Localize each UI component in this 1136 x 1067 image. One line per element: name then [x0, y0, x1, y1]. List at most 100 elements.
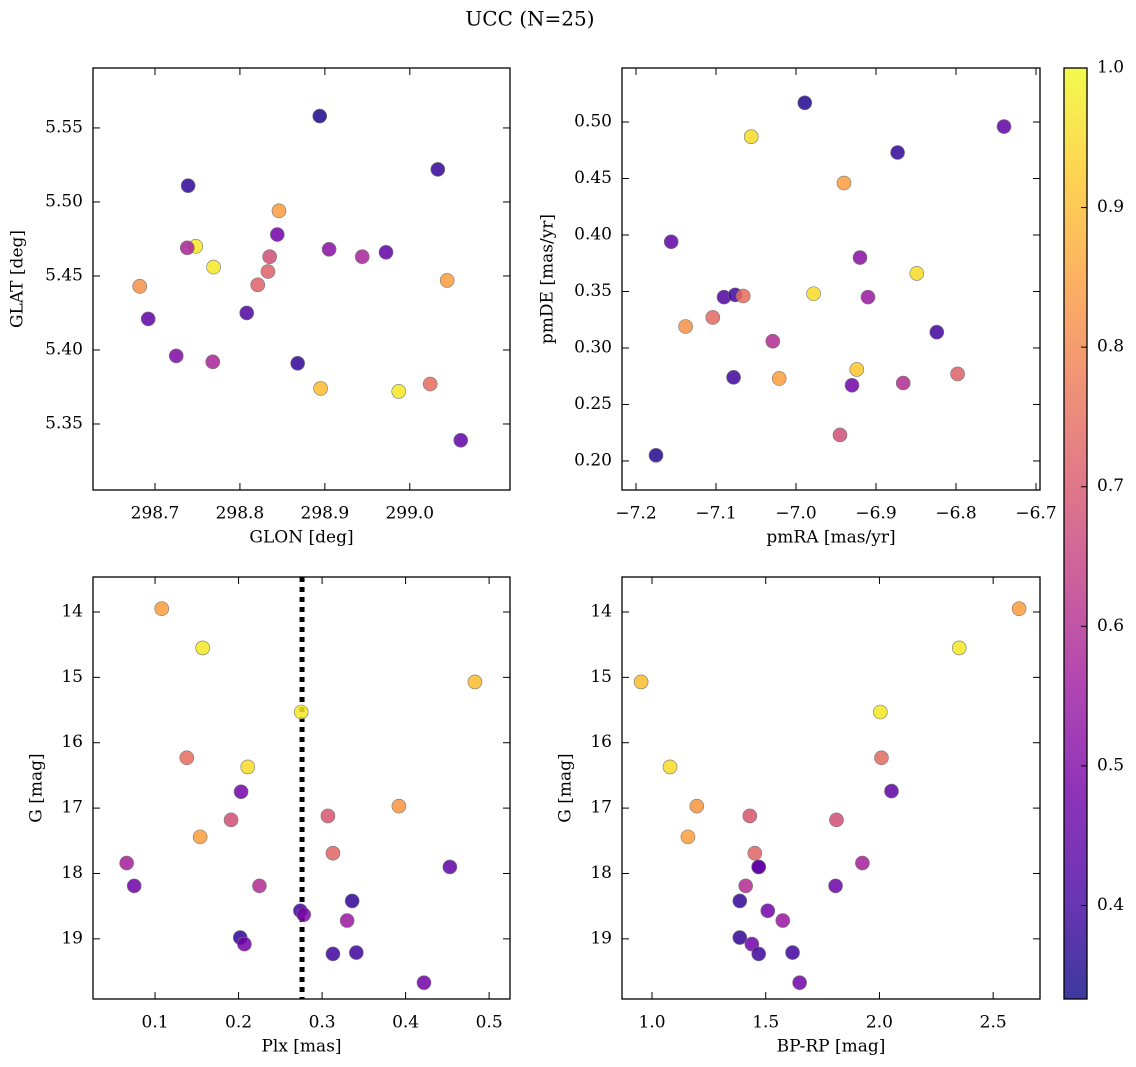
point	[689, 798, 705, 814]
point	[320, 808, 336, 824]
point	[416, 975, 432, 990]
y-tick-label: 16	[61, 732, 83, 752]
point	[252, 878, 267, 894]
point	[223, 812, 239, 828]
point	[206, 259, 221, 275]
point	[732, 930, 748, 945]
colorbar-tick-label: 0.4	[1097, 895, 1124, 915]
point	[349, 945, 364, 960]
point	[792, 975, 807, 990]
point	[321, 242, 337, 257]
x-tick-label: 298.7	[131, 504, 180, 524]
x-axis-label: Plx [mas]	[261, 1037, 341, 1057]
y-tick-label: 0.30	[574, 337, 612, 357]
point	[844, 377, 860, 393]
point	[237, 936, 252, 952]
point	[742, 808, 758, 824]
point	[771, 371, 787, 386]
point	[751, 859, 766, 875]
point	[296, 907, 312, 922]
point	[250, 277, 266, 293]
point	[140, 311, 156, 327]
y-tick-label: 19	[590, 928, 612, 948]
x-tick-label: 298.8	[216, 504, 265, 524]
y-tick-label: 15	[590, 667, 612, 687]
point	[836, 175, 852, 191]
x-tick-label: −6.9	[855, 504, 896, 524]
y-tick-label: 15	[61, 667, 83, 687]
colorbar-tick-label: 0.9	[1097, 197, 1124, 217]
y-tick-label: 18	[590, 863, 612, 883]
point	[269, 227, 285, 242]
x-tick-label: 0.4	[392, 1013, 419, 1033]
point	[312, 108, 328, 124]
point	[951, 640, 967, 656]
point	[154, 601, 170, 617]
x-tick-label: −6.7	[1015, 504, 1056, 524]
point	[895, 375, 911, 391]
y-tick-label: 17	[590, 798, 612, 818]
point	[929, 324, 945, 340]
x-tick-label: −7.2	[615, 504, 656, 524]
y-tick-label: 16	[590, 732, 612, 752]
y-tick-label: 5.55	[45, 117, 83, 137]
point	[860, 289, 876, 305]
point	[751, 946, 766, 962]
point	[240, 759, 256, 775]
point	[732, 893, 748, 909]
point	[747, 845, 763, 861]
x-tick-label: 0.2	[225, 1013, 252, 1033]
y-tick-label: 18	[61, 863, 83, 883]
point	[126, 878, 142, 894]
point	[828, 878, 843, 894]
x-tick-label: 0.3	[309, 1013, 336, 1033]
point	[439, 273, 455, 288]
y-tick-label: 14	[61, 601, 83, 621]
x-tick-label: 299.0	[385, 504, 434, 524]
point	[996, 119, 1012, 134]
x-tick-label: 0.5	[476, 1013, 503, 1033]
point	[132, 279, 148, 294]
point	[705, 310, 721, 325]
colorbar-tick-label: 0.5	[1097, 755, 1124, 775]
point	[354, 249, 370, 265]
point	[391, 798, 407, 814]
y-tick-label: 14	[590, 601, 612, 621]
point	[313, 381, 328, 396]
x-tick-label: 1.0	[638, 1013, 665, 1033]
x-axis-label: pmRA [mas/yr]	[766, 528, 895, 548]
point	[233, 784, 249, 800]
colorbar-tick-label: 0.8	[1097, 337, 1124, 357]
point	[663, 234, 679, 250]
x-tick-label: 298.9	[301, 504, 350, 524]
point	[179, 240, 195, 256]
point	[950, 366, 965, 382]
point	[738, 878, 754, 894]
point	[797, 95, 813, 111]
point	[260, 264, 276, 279]
point	[325, 946, 341, 962]
point	[239, 305, 255, 321]
point	[290, 355, 305, 371]
point	[195, 640, 210, 656]
x-tick-label: −7.1	[695, 504, 736, 524]
point	[874, 750, 889, 766]
figure-title: UCC (N=25)	[465, 7, 594, 31]
point	[1011, 601, 1027, 617]
y-tick-label: 0.35	[574, 281, 612, 301]
x-tick-label: −6.8	[935, 504, 976, 524]
point	[806, 286, 821, 302]
point	[467, 674, 483, 690]
point	[832, 427, 848, 443]
plot-frame	[621, 67, 1041, 491]
x-axis-label: GLON [deg]	[249, 528, 353, 548]
y-axis-label: GLAT [deg]	[8, 230, 28, 328]
point	[680, 829, 696, 845]
plot-frame	[92, 576, 511, 1000]
point	[453, 432, 469, 448]
plot-frame	[92, 67, 511, 491]
y-tick-label: 17	[61, 798, 83, 818]
x-tick-label: 1.5	[752, 1013, 779, 1033]
point	[422, 376, 438, 392]
point	[873, 704, 888, 720]
